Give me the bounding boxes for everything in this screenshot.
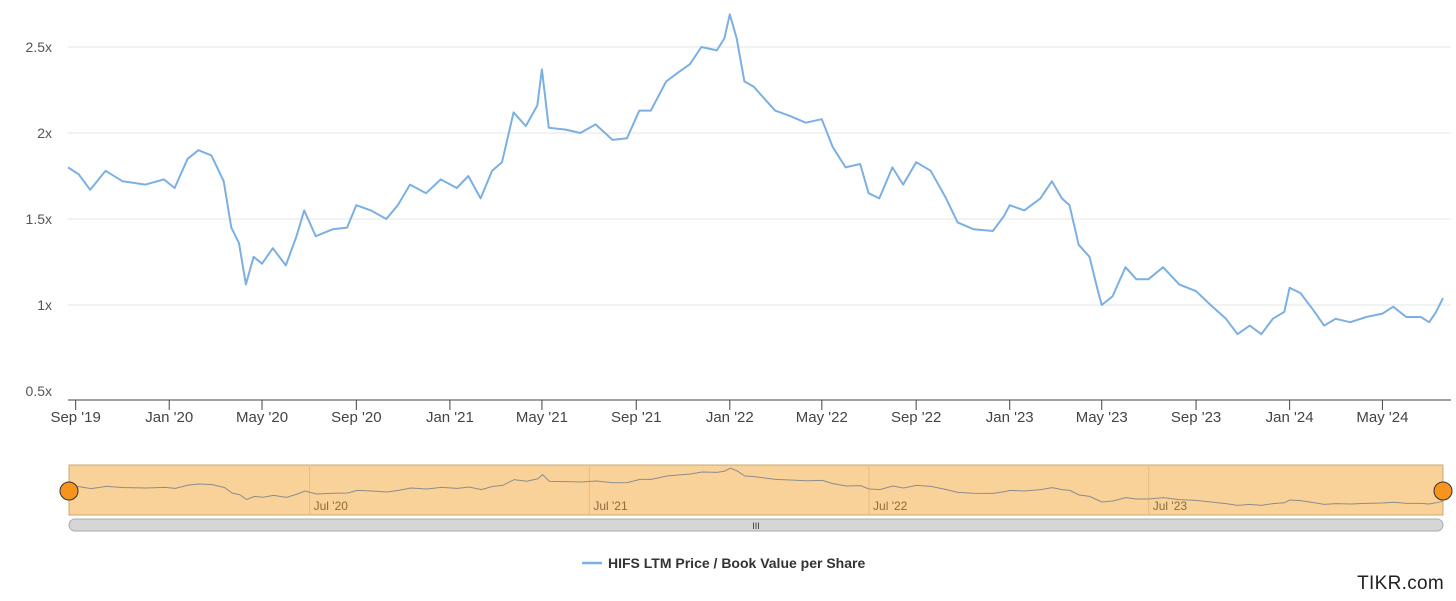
brand-watermark: TIKR.com [1357,573,1444,594]
x-tick-label: May '24 [1356,409,1408,426]
legend[interactable]: HIFS LTM Price / Book Value per Share [582,555,865,571]
grid-lines [68,46,1451,306]
navigator-series-line [68,467,1444,506]
x-tick-label: Jan '21 [426,409,474,426]
x-tick-label: May '21 [516,409,568,426]
x-tick-label: May '22 [796,409,848,426]
series-line[interactable] [67,13,1444,336]
x-tick-label: May '20 [236,409,288,426]
y-tick-label: 2x [37,125,52,141]
navigator-scrollbar[interactable] [68,518,1444,532]
x-tick-label: Jan '22 [706,409,754,426]
x-tick-label: Jan '20 [145,409,193,426]
y-axis: 0.5x 1x 1.5x 2x 2.5x [26,39,52,399]
x-tick-label: May '23 [1076,409,1128,426]
x-tick-label: Jan '23 [986,409,1034,426]
x-tick-label: Sep '22 [891,409,941,426]
navigator-tick-label: Jul '20 [314,499,349,513]
navigator-tick-label: Jul '23 [1153,499,1188,513]
x-tick-label: Jan '24 [1266,409,1314,426]
y-tick-label: 1x [37,297,52,313]
x-tick-label: Sep '19 [50,409,100,426]
scrollbar-grip-icon[interactable]: III [752,521,760,531]
navigator-left-handle[interactable] [59,481,79,501]
y-tick-label: 0.5x [26,383,52,399]
x-tick-label: Sep '23 [1171,409,1221,426]
navigator-selection[interactable] [68,464,1444,516]
y-tick-label: 2.5x [26,39,52,55]
range-navigator[interactable]: Jul '20 Jul '21 Jul '22 Jul '23 III [59,464,1453,532]
navigator-right-handle[interactable] [1433,481,1453,501]
x-axis: Sep '19 Jan '20 May '20 Sep '20 Jan '21 May '… [50,399,1451,426]
navigator-tick-label: Jul '22 [873,499,908,513]
plot-area [67,13,1444,336]
y-tick-label: 1.5x [26,211,52,227]
x-tick-label: Sep '20 [331,409,381,426]
x-tick-label: Sep '21 [611,409,661,426]
legend-label[interactable]: HIFS LTM Price / Book Value per Share [608,555,865,571]
navigator-tick-label: Jul '21 [593,499,628,513]
